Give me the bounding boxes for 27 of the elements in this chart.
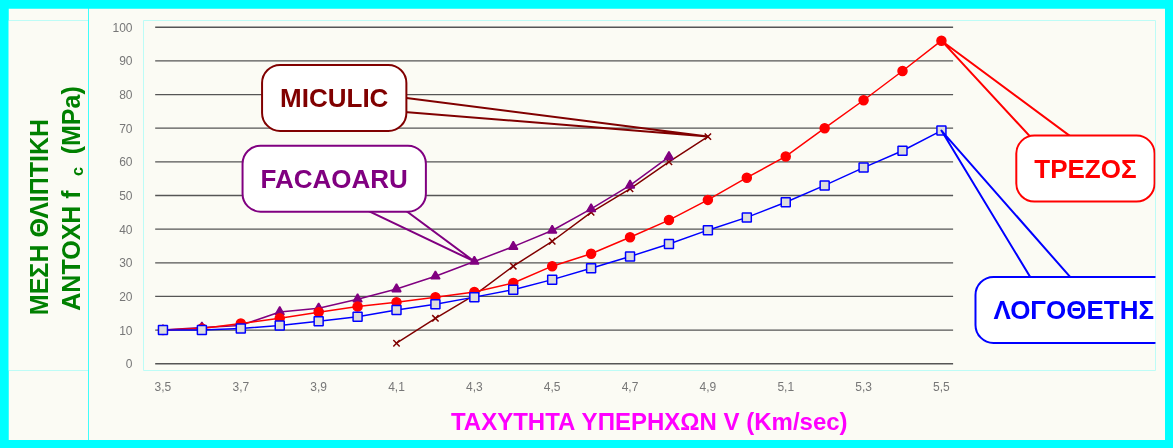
y-tick-label: 30 [119, 256, 133, 271]
x-tick-label: 3,7 [232, 379, 250, 394]
y-tick-label: 20 [119, 289, 133, 304]
x-tick-label: 4,9 [699, 379, 717, 394]
x-tick-label: 3,9 [310, 379, 328, 394]
x-axis-title: ΤΑΧΥΤΗΤΑ ΥΠΕΡΗΧΩΝ V (Km/sec) [450, 407, 848, 435]
y-tick-label: 90 [119, 54, 133, 69]
y-tick-label: 100 [112, 20, 133, 35]
x-tick-label: 4,5 [543, 379, 561, 394]
text: ΤΡΕΖΟΣ [1034, 153, 1137, 184]
x-tick-label: 4,3 [466, 379, 484, 394]
text: ΛΟΓΟΘΕΤΗΣ [993, 294, 1155, 325]
x-tick-label: 3,5 [154, 379, 172, 394]
x-tick-label: 4,7 [621, 379, 639, 394]
text: FACAOARU [260, 163, 408, 194]
y-tick-label: 0 [125, 357, 133, 372]
y-tick-label: 80 [119, 88, 133, 103]
y-tick-label: 50 [119, 189, 133, 203]
y-tick-label: 40 [119, 222, 133, 237]
x-tick-label: 5,5 [933, 379, 951, 394]
y-tick-label: 70 [119, 121, 133, 136]
y-tick-label: 60 [119, 155, 133, 170]
y-tick-label: 10 [119, 323, 133, 338]
x-tick-label: 5,3 [855, 379, 873, 394]
text: MICULIC [280, 82, 389, 113]
x-tick-label: 5,1 [777, 379, 795, 394]
x-tick-label: 4,1 [388, 379, 406, 394]
